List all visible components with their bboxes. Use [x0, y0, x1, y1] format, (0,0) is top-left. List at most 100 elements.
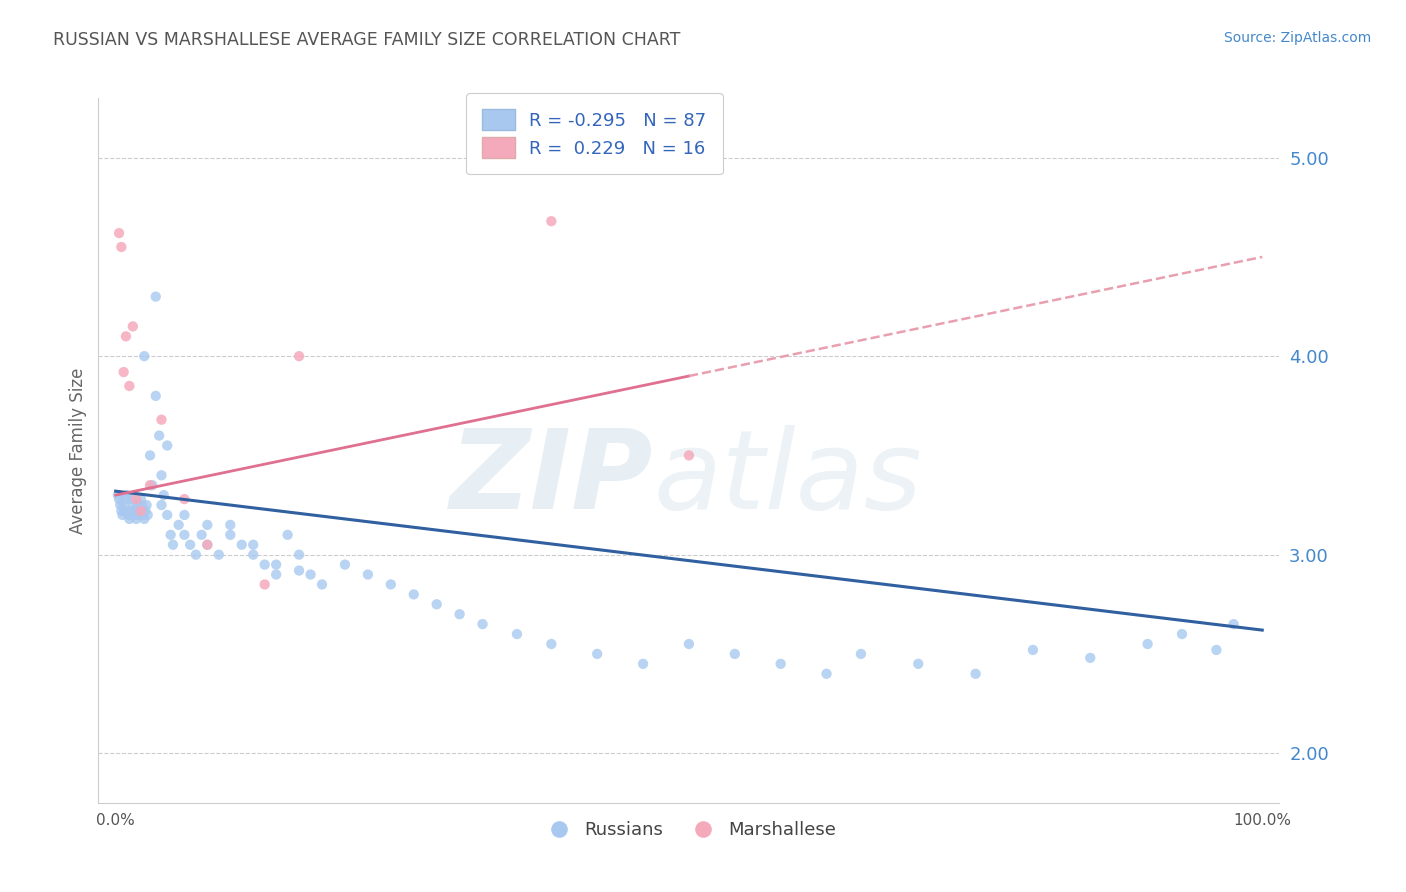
Point	[631, 657, 654, 671]
Point	[121, 492, 143, 507]
Point	[156, 438, 179, 452]
Point	[129, 504, 152, 518]
Point	[1205, 643, 1227, 657]
Point	[141, 478, 163, 492]
Point	[724, 647, 747, 661]
Point	[288, 564, 311, 578]
Point	[118, 379, 141, 393]
Point	[136, 508, 159, 522]
Point	[1171, 627, 1194, 641]
Point	[402, 587, 425, 601]
Point	[678, 637, 700, 651]
Text: RUSSIAN VS MARSHALLESE AVERAGE FAMILY SIZE CORRELATION CHART: RUSSIAN VS MARSHALLESE AVERAGE FAMILY SI…	[53, 31, 681, 49]
Point	[132, 508, 155, 522]
Point	[1222, 617, 1244, 632]
Point	[380, 577, 402, 591]
Point	[264, 567, 287, 582]
Point	[152, 488, 174, 502]
Legend: Russians, Marshallese: Russians, Marshallese	[534, 814, 844, 847]
Point	[122, 508, 145, 522]
Point	[907, 657, 929, 671]
Point	[190, 528, 212, 542]
Point	[139, 478, 162, 492]
Point	[162, 538, 184, 552]
Point	[1136, 637, 1159, 651]
Point	[159, 528, 181, 542]
Point	[110, 504, 132, 518]
Point	[219, 528, 242, 542]
Point	[506, 627, 529, 641]
Point	[242, 548, 264, 562]
Point	[357, 567, 380, 582]
Point	[114, 504, 136, 518]
Point	[333, 558, 356, 572]
Point	[426, 597, 449, 611]
Text: Source: ZipAtlas.com: Source: ZipAtlas.com	[1223, 31, 1371, 45]
Point	[288, 548, 311, 562]
Point	[449, 607, 471, 622]
Point	[125, 492, 148, 507]
Point	[678, 449, 700, 463]
Point	[184, 548, 207, 562]
Point	[1022, 643, 1045, 657]
Point	[111, 508, 134, 522]
Point	[311, 577, 333, 591]
Point	[150, 413, 173, 427]
Point	[471, 617, 494, 632]
Point	[128, 508, 150, 522]
Point	[288, 349, 311, 363]
Point	[815, 666, 838, 681]
Point	[195, 517, 218, 532]
Point	[540, 214, 562, 228]
Point	[107, 488, 129, 502]
Point	[108, 492, 131, 507]
Point	[115, 329, 138, 343]
Point	[118, 512, 141, 526]
Point	[195, 538, 218, 552]
Point	[108, 226, 131, 240]
Point	[145, 389, 167, 403]
Point	[849, 647, 872, 661]
Point	[208, 548, 231, 562]
Point	[115, 492, 138, 507]
Point	[173, 492, 195, 507]
Point	[769, 657, 792, 671]
Point	[110, 240, 132, 254]
Point	[134, 504, 156, 518]
Point	[121, 498, 143, 512]
Point	[253, 558, 276, 572]
Point	[156, 508, 179, 522]
Point	[253, 577, 276, 591]
Point	[173, 508, 195, 522]
Point	[179, 538, 201, 552]
Point	[139, 449, 162, 463]
Y-axis label: Average Family Size: Average Family Size	[69, 368, 87, 533]
Point	[131, 498, 153, 512]
Point	[299, 567, 322, 582]
Point	[145, 290, 167, 304]
Point	[127, 498, 149, 512]
Point	[150, 498, 173, 512]
Point	[112, 498, 135, 512]
Point	[135, 498, 157, 512]
Point	[195, 538, 218, 552]
Point	[120, 504, 142, 518]
Point	[117, 508, 139, 522]
Point	[586, 647, 609, 661]
Point	[121, 319, 143, 334]
Text: atlas: atlas	[654, 425, 922, 533]
Point	[277, 528, 299, 542]
Point	[134, 512, 156, 526]
Text: ZIP: ZIP	[450, 425, 654, 533]
Point	[231, 538, 253, 552]
Point	[167, 517, 190, 532]
Point	[965, 666, 987, 681]
Point	[148, 428, 170, 442]
Point	[219, 517, 242, 532]
Point	[108, 498, 131, 512]
Point	[129, 492, 152, 507]
Point	[540, 637, 562, 651]
Point	[134, 349, 156, 363]
Point	[124, 504, 146, 518]
Point	[242, 538, 264, 552]
